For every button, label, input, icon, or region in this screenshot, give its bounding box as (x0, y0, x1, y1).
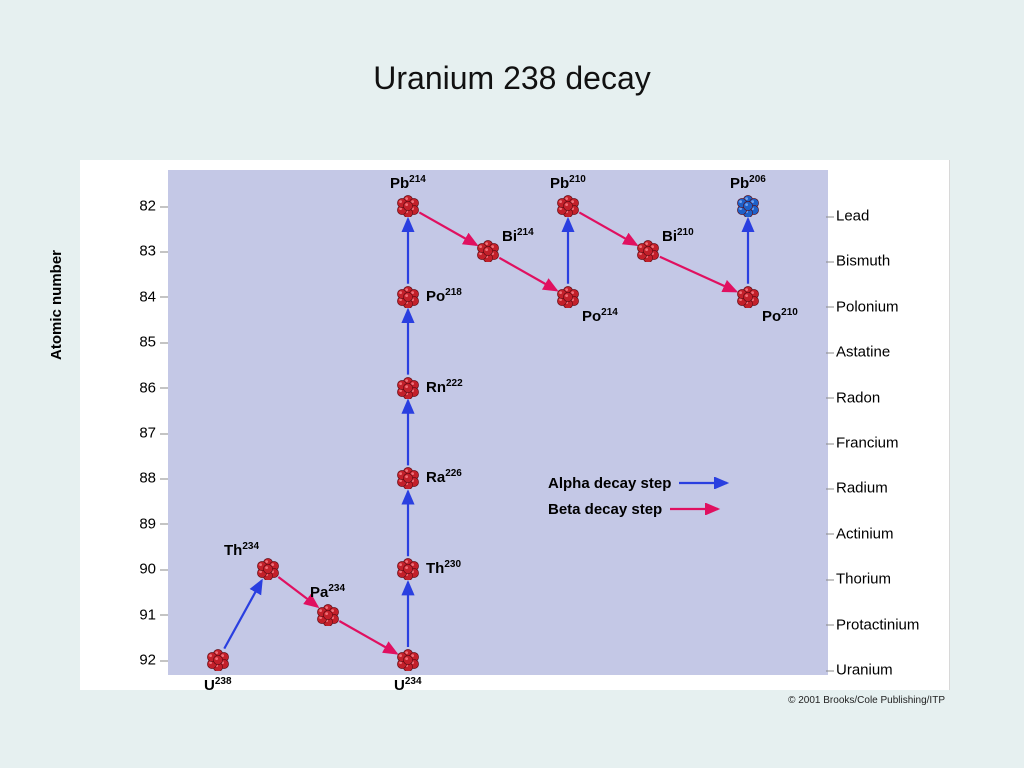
nucleus-pa234 (317, 604, 339, 626)
element-label: Thorium (836, 571, 891, 588)
legend: Alpha decay step Beta decay step (548, 470, 733, 522)
isotope-label-th230: Th230 (426, 559, 461, 577)
legend-alpha-label: Alpha decay step (548, 475, 671, 492)
nucleus-u238 (207, 649, 229, 671)
decay-arrow-beta (339, 621, 396, 654)
isotope-label-po214: Po214 (582, 307, 618, 325)
y-tick: 83 (120, 243, 156, 260)
decay-arrow-beta (499, 258, 556, 291)
nucleus-po218 (397, 286, 419, 308)
plot-area: Alpha decay step Beta decay step U238Th2… (168, 170, 828, 675)
y-tick: 85 (120, 334, 156, 351)
nucleus-bi214 (477, 240, 499, 262)
element-label: Actinium (836, 525, 894, 542)
element-label: Polonium (836, 298, 899, 315)
nucleus-po214 (557, 286, 579, 308)
nucleus-pb214 (397, 195, 419, 217)
nucleus-po210 (737, 286, 759, 308)
isotope-label-bi214: Bi214 (502, 227, 534, 245)
y-tick: 87 (120, 425, 156, 442)
isotope-label-pa234: Pa234 (310, 583, 345, 601)
y-tick: 92 (120, 652, 156, 669)
isotope-label-pb206: Pb206 (730, 174, 766, 192)
nucleus-pb210 (557, 195, 579, 217)
nucleus-bi210 (637, 240, 659, 262)
element-label: Astatine (836, 344, 890, 361)
copyright-text: © 2001 Brooks/Cole Publishing/ITP (788, 695, 945, 706)
decay-arrow-beta (579, 212, 636, 245)
legend-beta: Beta decay step (548, 496, 733, 522)
y-axis-label: Atomic number (48, 250, 65, 360)
element-label: Radon (836, 389, 880, 406)
nucleus-rn222 (397, 377, 419, 399)
element-label: Bismuth (836, 253, 890, 270)
element-label: Protactinium (836, 616, 919, 633)
element-label: Uranium (836, 662, 893, 679)
nucleus-th234 (257, 558, 279, 580)
isotope-label-u234: U234 (394, 676, 422, 694)
page-title: Uranium 238 decay (0, 60, 1024, 97)
isotope-label-po218: Po218 (426, 287, 462, 305)
isotope-label-pb214: Pb214 (390, 174, 426, 192)
element-label: Francium (836, 435, 899, 452)
isotope-label-th234: Th234 (224, 541, 259, 559)
nucleus-u234 (397, 649, 419, 671)
isotope-label-po210: Po210 (762, 307, 798, 325)
legend-beta-label: Beta decay step (548, 501, 662, 518)
isotope-label-bi210: Bi210 (662, 227, 694, 245)
decay-arrow-beta (419, 212, 476, 245)
legend-alpha: Alpha decay step (548, 470, 733, 496)
isotope-label-u238: U238 (204, 676, 232, 694)
isotope-label-rn222: Rn222 (426, 378, 463, 396)
y-tick: 88 (120, 470, 156, 487)
chart-container: Atomic number 8283848586878889909192 Alp… (80, 160, 950, 690)
y-tick: 91 (120, 606, 156, 623)
nucleus-th230 (397, 558, 419, 580)
element-label: Radium (836, 480, 888, 497)
y-tick: 89 (120, 515, 156, 532)
element-label: Lead (836, 208, 869, 225)
decay-arrow-beta (660, 257, 736, 292)
isotope-label-pb210: Pb210 (550, 174, 586, 192)
isotope-label-ra226: Ra226 (426, 468, 462, 486)
nucleus-ra226 (397, 467, 419, 489)
y-tick: 86 (120, 379, 156, 396)
nucleus-pb206 (737, 195, 759, 217)
y-tick: 90 (120, 561, 156, 578)
y-tick: 84 (120, 288, 156, 305)
y-tick: 82 (120, 198, 156, 215)
decay-arrow-alpha (224, 581, 261, 649)
